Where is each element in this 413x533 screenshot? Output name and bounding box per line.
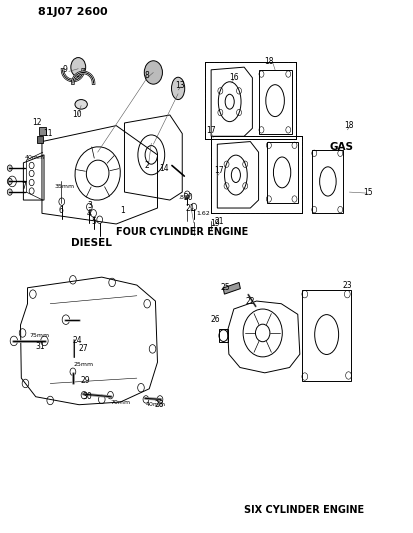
Text: 81J07 2600: 81J07 2600: [38, 7, 107, 18]
Text: 28: 28: [154, 400, 164, 409]
Text: 21: 21: [185, 204, 195, 213]
Text: 11: 11: [43, 129, 53, 138]
Text: 22: 22: [245, 296, 254, 305]
Text: 25: 25: [220, 283, 230, 292]
Text: 1: 1: [120, 206, 124, 215]
Text: 27: 27: [78, 344, 88, 353]
Text: 18: 18: [344, 121, 353, 130]
Text: 8: 8: [145, 70, 149, 79]
Text: 17: 17: [214, 166, 224, 175]
Text: 14: 14: [159, 164, 168, 173]
Text: 15: 15: [362, 188, 372, 197]
Text: 7: 7: [21, 182, 26, 191]
Text: 35mm: 35mm: [55, 184, 74, 189]
Bar: [223, 282, 240, 294]
Bar: [258, 70, 291, 134]
Text: 24: 24: [72, 336, 82, 345]
Text: 30: 30: [82, 392, 92, 401]
Bar: [211, 136, 301, 213]
Text: 12: 12: [32, 118, 42, 127]
Bar: [204, 62, 295, 139]
Text: 19: 19: [210, 220, 220, 229]
Circle shape: [7, 178, 12, 184]
Ellipse shape: [171, 77, 184, 100]
Text: 40mm: 40mm: [145, 402, 165, 407]
Text: 31: 31: [35, 342, 45, 351]
Text: 10: 10: [72, 110, 82, 119]
Text: 25mm: 25mm: [73, 362, 93, 367]
Ellipse shape: [75, 100, 87, 109]
Bar: [37, 136, 43, 143]
Text: 13: 13: [175, 81, 185, 90]
Circle shape: [7, 189, 12, 195]
Text: 26: 26: [210, 315, 220, 324]
Text: 3: 3: [87, 201, 92, 210]
Bar: [311, 150, 342, 213]
Text: 2: 2: [145, 161, 149, 170]
Circle shape: [144, 61, 162, 84]
Bar: [39, 127, 46, 135]
Text: 5: 5: [91, 217, 96, 226]
Text: 4: 4: [87, 209, 92, 218]
Bar: [266, 142, 297, 203]
Text: 17: 17: [206, 126, 216, 135]
Text: FOUR CYLINDER ENGINE: FOUR CYLINDER ENGINE: [116, 227, 248, 237]
Bar: [219, 329, 227, 342]
Text: 1.62: 1.62: [195, 211, 209, 216]
Circle shape: [71, 58, 85, 77]
Text: 18: 18: [263, 58, 273, 66]
Text: 6: 6: [58, 206, 63, 215]
Text: 29: 29: [80, 376, 90, 385]
Text: 21: 21: [214, 217, 223, 226]
Text: GAS: GAS: [328, 142, 352, 152]
Text: 20: 20: [183, 193, 193, 202]
Circle shape: [7, 165, 12, 171]
Text: 40mm: 40mm: [25, 155, 45, 160]
Text: DIESEL: DIESEL: [71, 238, 112, 247]
Text: SIX CYLINDER ENGINE: SIX CYLINDER ENGINE: [243, 505, 363, 515]
Text: 70mm: 70mm: [110, 400, 130, 405]
Text: 9: 9: [62, 66, 67, 74]
Text: 23: 23: [342, 280, 351, 289]
Bar: [301, 290, 351, 381]
Text: 75mm: 75mm: [29, 333, 49, 338]
Text: 16: 16: [228, 73, 238, 82]
Text: .88": .88": [178, 195, 190, 200]
